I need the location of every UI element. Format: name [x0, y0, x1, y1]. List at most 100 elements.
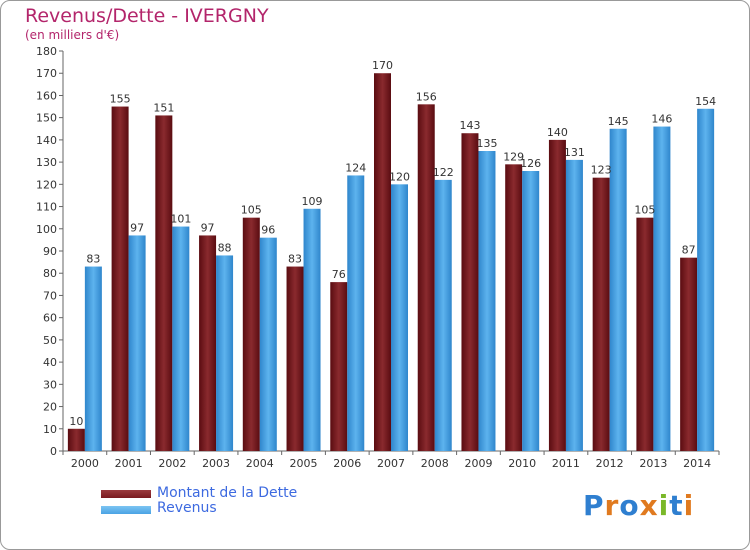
- logo-letter: P: [583, 489, 605, 522]
- data-label-revenus: 154: [695, 95, 716, 108]
- y-tick-label: 80: [43, 267, 57, 280]
- bar-dette: [286, 266, 304, 451]
- bar-revenus: [697, 108, 715, 452]
- y-tick-label: 30: [43, 378, 57, 391]
- data-label-revenus: 101: [170, 213, 191, 226]
- y-tick-label: 140: [36, 134, 57, 147]
- y-tick-label: 0: [50, 445, 57, 458]
- data-label-dette: 97: [201, 221, 215, 234]
- bar-revenus: [609, 128, 627, 451]
- data-label-revenus: 120: [389, 170, 410, 183]
- chart-subtitle: (en milliers d'€): [25, 28, 120, 42]
- y-tick-label: 100: [36, 223, 57, 236]
- bar-dette: [548, 139, 566, 451]
- bar-dette: [199, 235, 217, 451]
- bar-revenus: [653, 126, 671, 452]
- data-label-dette: 143: [459, 119, 480, 132]
- y-tick-label: 40: [43, 356, 57, 369]
- bar-dette: [67, 428, 85, 451]
- data-label-dette: 140: [547, 126, 568, 139]
- legend-label-revenus: Revenus: [157, 500, 217, 516]
- bar-dette: [155, 115, 173, 451]
- y-tick-label: 120: [36, 178, 57, 191]
- y-tick-label: 110: [36, 201, 57, 214]
- data-label-revenus: 83: [86, 253, 100, 266]
- y-tick-label: 170: [36, 67, 57, 80]
- bar-revenus: [565, 159, 583, 451]
- y-tick-label: 90: [43, 245, 57, 258]
- data-label-revenus: 145: [608, 115, 629, 128]
- data-label-dette: 76: [332, 268, 346, 281]
- bar-revenus: [391, 184, 408, 452]
- x-tick-label: 2009: [464, 457, 492, 470]
- data-label-dette: 87: [682, 244, 696, 257]
- bar-dette: [461, 133, 479, 451]
- y-tick-label: 130: [36, 156, 57, 169]
- bar-revenus: [84, 266, 102, 451]
- bar-dette: [374, 73, 391, 451]
- bar-dette: [505, 164, 523, 452]
- data-label-revenus: 146: [651, 113, 672, 126]
- data-label-revenus: 96: [261, 224, 275, 237]
- x-tick-label: 2005: [290, 457, 318, 470]
- bar-dette: [592, 177, 610, 451]
- bar-dette: [417, 104, 435, 451]
- x-tick-label: 2011: [552, 457, 580, 470]
- data-label-revenus: 97: [130, 221, 144, 234]
- legend-swatch-revenus: [101, 506, 151, 514]
- x-tick-label: 2001: [115, 457, 143, 470]
- bar-revenus: [434, 179, 452, 451]
- x-tick-label: 2008: [421, 457, 449, 470]
- bar-dette: [636, 217, 654, 451]
- data-label-dette: 129: [503, 150, 524, 163]
- x-tick-label: 2004: [246, 457, 274, 470]
- logo-letter: o: [619, 489, 640, 522]
- data-label-dette: 83: [288, 253, 302, 266]
- bar-revenus: [347, 175, 365, 451]
- logo-letter: i: [683, 489, 695, 522]
- logo-letter: t: [669, 489, 684, 522]
- data-label-revenus: 124: [345, 161, 366, 174]
- legend-swatch-dette: [101, 490, 151, 498]
- bar-dette: [111, 106, 129, 452]
- y-tick-label: 70: [43, 289, 57, 302]
- y-tick-label: 60: [43, 312, 57, 325]
- data-label-revenus: 109: [302, 195, 323, 208]
- bar-revenus: [303, 208, 321, 451]
- proxiti-logo: Proxiti: [583, 489, 694, 522]
- logo-letter: x: [639, 489, 659, 522]
- x-tick-label: 2012: [596, 457, 624, 470]
- data-label-revenus: 135: [476, 137, 497, 150]
- data-label-dette: 170: [372, 59, 393, 72]
- data-label-revenus: 131: [564, 146, 585, 159]
- data-label-dette: 105: [241, 204, 262, 217]
- bar-revenus: [172, 226, 190, 451]
- data-label-revenus: 126: [520, 157, 541, 170]
- data-label-revenus: 88: [218, 241, 232, 254]
- x-tick-label: 2013: [639, 457, 667, 470]
- chart-title: Revenus/Dette - IVERGNY: [25, 5, 269, 27]
- y-tick-label: 150: [36, 112, 57, 125]
- data-label-revenus: 122: [433, 166, 454, 179]
- x-tick-label: 2014: [683, 457, 711, 470]
- y-tick-label: 50: [43, 334, 57, 347]
- bar-revenus: [478, 151, 496, 451]
- x-tick-label: 2007: [377, 457, 405, 470]
- bar-revenus: [522, 171, 540, 451]
- bar-revenus: [216, 255, 234, 451]
- bar-revenus: [259, 237, 277, 451]
- data-label-dette: 105: [634, 204, 655, 217]
- data-label-dette: 151: [153, 101, 174, 114]
- x-tick-label: 2006: [333, 457, 361, 470]
- bar-revenus: [128, 235, 146, 451]
- legend-label-dette: Montant de la Dette: [157, 485, 298, 501]
- x-tick-label: 2003: [202, 457, 230, 470]
- y-tick-label: 20: [43, 401, 57, 414]
- data-label-dette: 123: [591, 164, 612, 177]
- data-label-dette: 156: [416, 90, 437, 103]
- data-label-dette: 10: [69, 415, 83, 428]
- y-tick-label: 160: [36, 89, 57, 102]
- data-label-dette: 155: [110, 93, 131, 106]
